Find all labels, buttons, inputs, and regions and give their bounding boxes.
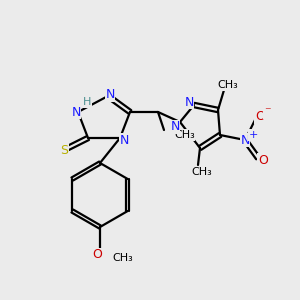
- Text: CH₃: CH₃: [218, 80, 239, 90]
- Text: N: N: [240, 134, 250, 146]
- Text: ⁻: ⁻: [264, 106, 270, 118]
- Text: N: N: [119, 134, 129, 146]
- Text: N: N: [105, 88, 115, 101]
- Text: CH₃: CH₃: [192, 167, 212, 177]
- Text: CH₃: CH₃: [112, 253, 133, 263]
- Text: O: O: [258, 154, 268, 166]
- Text: N: N: [170, 121, 180, 134]
- Text: S: S: [60, 143, 68, 157]
- Text: CH₃: CH₃: [174, 130, 195, 140]
- Text: O: O: [255, 110, 265, 124]
- Text: N: N: [184, 95, 194, 109]
- Text: H: H: [83, 97, 91, 107]
- Text: N: N: [71, 106, 81, 118]
- Text: +: +: [248, 130, 258, 140]
- Text: O: O: [92, 248, 102, 262]
